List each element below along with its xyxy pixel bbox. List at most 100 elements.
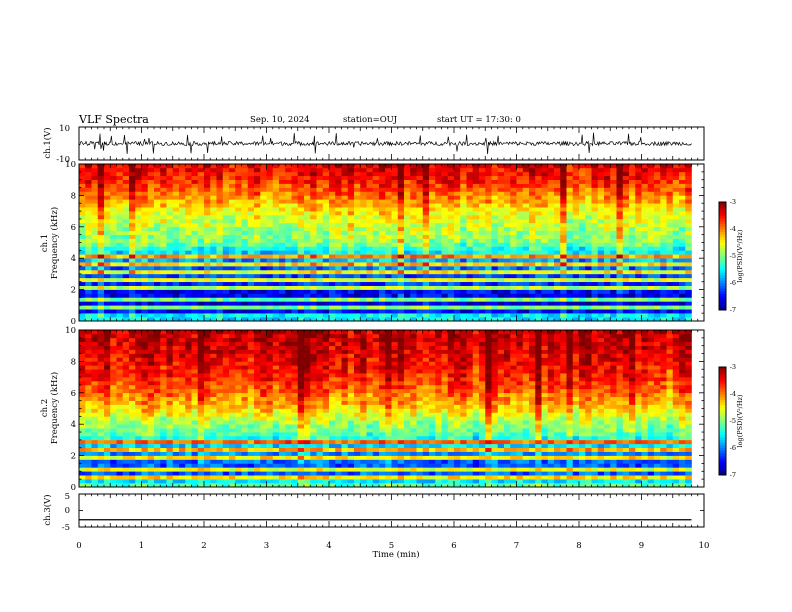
spectrogram-cell xyxy=(79,281,86,286)
spectrogram-cell xyxy=(85,215,92,220)
spectrogram-cell xyxy=(297,211,305,216)
spectrogram-cell xyxy=(260,238,267,243)
spectrogram-cell xyxy=(629,293,636,298)
spectrogram-cell xyxy=(310,203,317,208)
spectrogram-cell xyxy=(160,400,167,405)
spectrogram-cell xyxy=(685,215,692,220)
spectrogram-cell xyxy=(185,171,192,177)
spectrogram-cell xyxy=(466,250,474,255)
spectrogram-cell xyxy=(272,211,280,216)
spectrogram-cell xyxy=(216,175,224,180)
spectrogram-cell xyxy=(335,273,342,279)
spectrogram-cell xyxy=(79,467,86,472)
spectrogram-cell xyxy=(529,199,536,204)
spectrogram-cell xyxy=(110,439,117,445)
spectrogram-cell xyxy=(229,258,236,263)
spectrogram-cell xyxy=(654,226,661,232)
spectrogram-cell xyxy=(366,301,374,306)
spectrogram-cell xyxy=(97,420,105,425)
spectrogram-cell xyxy=(322,242,330,247)
spectrogram-cell xyxy=(397,285,405,290)
spectrogram-cell xyxy=(110,273,117,279)
spectrogram-cell xyxy=(572,234,580,239)
spectrogram-cell xyxy=(547,175,555,180)
spectrogram-cell xyxy=(472,273,480,279)
spectrogram-cell xyxy=(379,238,386,243)
spectrogram-cell xyxy=(160,222,167,228)
spectrogram-cell xyxy=(397,211,405,216)
colorbar-swatch xyxy=(719,212,726,216)
spectrogram-cell xyxy=(616,222,624,228)
spectrogram-cell xyxy=(591,175,599,180)
spectrogram-cell xyxy=(122,467,130,472)
spectrogram-cell xyxy=(304,250,311,255)
spectrogram-cell xyxy=(429,305,436,310)
spectrogram-cell xyxy=(297,238,305,243)
spectrogram-cell xyxy=(422,218,430,224)
spectrogram-cell xyxy=(622,309,630,314)
spectrogram-cell xyxy=(579,301,586,306)
spectrogram-cell xyxy=(672,266,680,271)
spectrogram-cell xyxy=(535,230,542,235)
spectrogram-cell xyxy=(172,226,180,232)
spectrogram-cell xyxy=(172,262,180,267)
spectrogram-cell xyxy=(610,195,617,200)
spectrogram-cell xyxy=(204,313,211,318)
spectrogram-cell xyxy=(329,215,336,220)
spectrogram-cell xyxy=(497,242,505,247)
spectrogram-cell xyxy=(260,297,267,302)
spectrogram-cell xyxy=(529,269,536,275)
spectrogram-cell xyxy=(147,392,155,398)
spectrogram-cell xyxy=(122,277,130,283)
spectrogram-cell xyxy=(535,222,542,228)
spectrogram-cell xyxy=(154,369,161,374)
spectrogram-cell xyxy=(116,432,124,437)
spectrogram-cell xyxy=(441,218,449,224)
spectrogram-cell xyxy=(604,297,611,302)
spectrogram-cell xyxy=(110,432,117,437)
spectrogram-cell xyxy=(435,215,442,220)
spectrogram-cell xyxy=(310,250,317,255)
spectrogram-cell xyxy=(435,230,442,235)
spectrogram-cell xyxy=(322,269,330,275)
spectrogram-cell xyxy=(179,258,186,263)
spectrogram-cell xyxy=(279,297,286,302)
spectrogram-cell xyxy=(304,207,311,212)
spectrogram-cell xyxy=(504,187,511,192)
spectrogram-cell xyxy=(154,226,161,232)
spectrogram-cell xyxy=(447,269,455,275)
spectrogram-cell xyxy=(191,369,199,374)
spectrogram-cell xyxy=(229,191,236,196)
spectrogram-cell xyxy=(135,353,142,358)
spectrogram-cell xyxy=(366,297,374,302)
spectrogram-cell xyxy=(472,266,480,271)
spectrogram-cell xyxy=(79,447,86,452)
spectrogram-cell xyxy=(266,313,274,318)
spectrogram-cell xyxy=(285,266,292,271)
spectrogram-cell xyxy=(116,330,124,335)
spectrogram-cell xyxy=(397,167,405,173)
spectrogram-cell xyxy=(222,443,230,449)
spectrogram-cell xyxy=(104,333,111,339)
spectrogram-cell xyxy=(166,258,174,263)
spectrogram-cell xyxy=(672,277,680,283)
spectrogram-cell xyxy=(135,455,142,460)
spectrogram-cell xyxy=(147,475,155,480)
spectrogram-cell xyxy=(641,234,649,239)
spectrogram-cell xyxy=(604,313,611,318)
spectrogram-cell xyxy=(416,183,424,188)
spectrogram-cell xyxy=(491,199,499,204)
spectrogram-cell xyxy=(304,301,311,306)
spectrogram-cell xyxy=(141,167,149,173)
spectrogram-cell xyxy=(585,164,592,169)
spectrogram-cell xyxy=(122,384,130,390)
spectrogram-cell xyxy=(635,269,642,275)
spectrogram-cell xyxy=(391,171,399,177)
spectrogram-cell xyxy=(154,183,161,188)
spectrogram-cell xyxy=(416,285,424,290)
spectrogram-cell xyxy=(179,349,186,354)
spectrogram-cell xyxy=(635,179,642,184)
spectrogram-cell xyxy=(610,175,617,180)
spectrogram-cell xyxy=(372,199,380,204)
spectrogram-cell xyxy=(160,333,167,339)
